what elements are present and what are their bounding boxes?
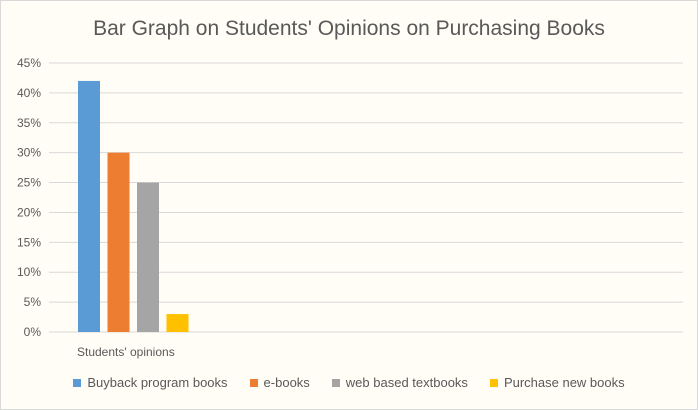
legend-label: web based textbooks [345,375,468,390]
y-tick-label: 40% [17,86,41,100]
legend-swatch [249,378,258,387]
legend-label: Buyback program books [87,375,228,390]
legend-swatch [331,378,340,387]
legend-swatch [489,378,498,387]
legend-label: e-books [263,375,310,390]
bar-buyback-program-books [78,80,100,332]
y-tick-label: 20% [17,205,41,219]
y-axis-ticks: 0% 5% 10% 15% 20% 25% 30% 35% 40% 45% [17,56,41,339]
bars [78,80,189,332]
y-tick-label: 45% [17,56,41,70]
legend-swatch [73,378,82,387]
y-tick-label: 35% [17,116,41,130]
plot-area: 0% 5% 10% 15% 20% 25% 30% 35% 40% 45% Students' o… [17,56,683,359]
y-tick-label: 10% [17,265,41,279]
y-tick-label: 25% [17,176,41,190]
legend: Buyback program books e-books web based te… [1,375,697,390]
legend-label: Purchase new books [503,375,625,390]
legend-item: Purchase new books [489,375,625,390]
gridlines [49,62,683,333]
legend-item: web based textbooks [331,375,468,390]
y-tick-label: 30% [17,146,41,160]
x-axis-labels: Students' opinions [77,345,175,359]
legend-item: e-books [249,375,310,390]
bar-e-books [107,152,130,332]
y-tick-label: 15% [17,235,41,249]
bar-purchase-new-books [166,314,189,332]
x-category-label: Students' opinions [77,345,175,359]
chart-title: Bar Graph on Students' Opinions on Purch… [93,17,605,40]
y-tick-label: 0% [24,325,42,339]
bar-web-based-textbooks [137,182,159,332]
y-tick-label: 5% [24,295,42,309]
legend-item: Buyback program books [73,375,228,390]
